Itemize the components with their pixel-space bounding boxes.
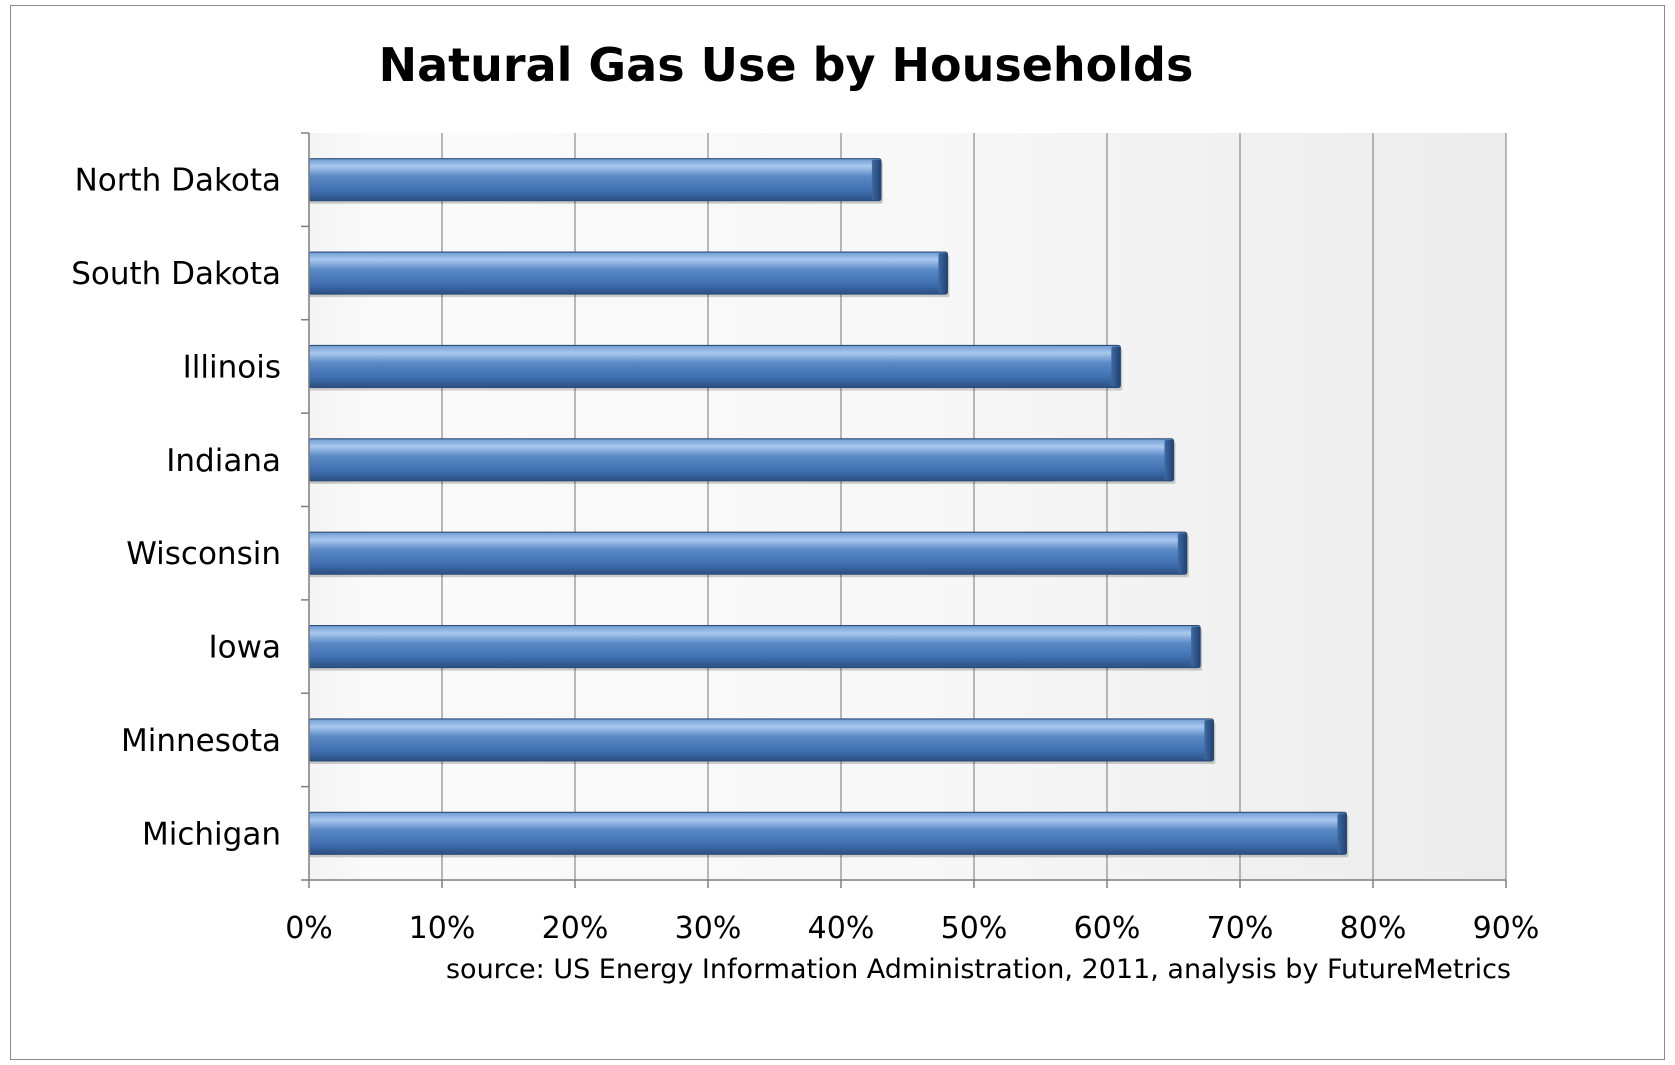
bar-end-cap xyxy=(1204,719,1214,760)
bar-end-cap xyxy=(1177,533,1187,574)
category-labels: North Dakota South Dakota Illinois Indiana W… xyxy=(71,163,281,853)
bar-body xyxy=(308,718,1215,762)
category-label: Illinois xyxy=(183,349,281,385)
bar-end-cap xyxy=(1337,813,1347,854)
bar-body xyxy=(308,344,1121,389)
bar-minnesota xyxy=(308,718,1216,764)
bar-end-cap xyxy=(1111,346,1121,387)
bar-body xyxy=(308,624,1201,669)
x-tick-label: 80% xyxy=(1340,911,1407,946)
category-label: South Dakota xyxy=(71,256,281,292)
x-tick-label: 40% xyxy=(808,911,875,946)
source-note: source: US Energy Information Administra… xyxy=(446,954,1511,985)
chart-frame: North Dakota South Dakota Illinois Indiana W… xyxy=(10,5,1665,1060)
x-tick-label: 70% xyxy=(1207,911,1274,946)
category-label: Michigan xyxy=(142,816,281,852)
category-label: Minnesota xyxy=(121,723,281,759)
axes xyxy=(301,132,1507,888)
bar-north-dakota xyxy=(308,158,883,204)
bar-michigan xyxy=(308,811,1349,858)
plot-area xyxy=(309,133,1506,880)
bar-body xyxy=(308,438,1175,482)
x-tick-label: 30% xyxy=(675,911,742,946)
bar-wisconsin xyxy=(308,531,1189,578)
bar-end-cap xyxy=(1191,626,1201,667)
x-tick-label: 90% xyxy=(1473,911,1540,946)
category-label: Iowa xyxy=(209,630,281,666)
bar-end-cap xyxy=(938,253,948,294)
category-label: Indiana xyxy=(166,443,281,479)
bar-chart: North Dakota South Dakota Illinois Indiana W… xyxy=(71,38,1539,985)
category-label: Wisconsin xyxy=(126,536,281,572)
x-tick-label: 10% xyxy=(409,911,476,946)
bar-body xyxy=(308,251,949,295)
x-tick-label: 50% xyxy=(941,911,1008,946)
bar-south-dakota xyxy=(308,251,950,298)
x-tick-labels: 0% 10% 20% 30% 40% 50% 60% 70% 80% 90% xyxy=(285,911,1539,946)
category-label: North Dakota xyxy=(75,163,281,199)
bar-body xyxy=(308,158,882,202)
x-tick-label: 60% xyxy=(1074,911,1141,946)
bar-end-cap xyxy=(1164,439,1174,480)
chart-title: Natural Gas Use by Households xyxy=(379,38,1194,92)
bar-iowa xyxy=(308,624,1203,671)
bar-indiana xyxy=(308,438,1176,484)
bar-body xyxy=(308,811,1348,855)
x-tick-label: 0% xyxy=(285,911,333,946)
bar-body xyxy=(308,531,1188,575)
bar-illinois xyxy=(308,344,1123,391)
bars xyxy=(308,158,1349,858)
bar-end-cap xyxy=(871,159,881,200)
x-tick-label: 20% xyxy=(542,911,609,946)
